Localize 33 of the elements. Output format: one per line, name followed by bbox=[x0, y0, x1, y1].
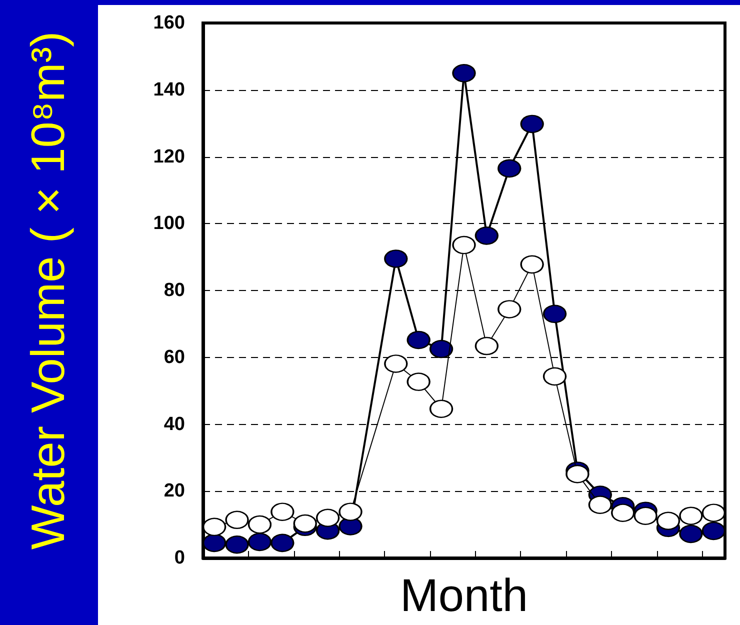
point bbox=[474, 226, 498, 245]
y-tick-label: 140 bbox=[153, 79, 185, 100]
y-axis-title: Water Volume ( × 10⁸m³) bbox=[21, 31, 74, 550]
point bbox=[611, 504, 635, 522]
y-tick-label: 20 bbox=[164, 480, 185, 502]
point bbox=[316, 508, 340, 528]
point bbox=[202, 534, 226, 552]
point bbox=[543, 304, 567, 324]
point bbox=[225, 535, 249, 554]
point bbox=[270, 534, 294, 552]
point bbox=[338, 502, 362, 522]
point bbox=[702, 522, 726, 540]
point bbox=[656, 512, 680, 530]
point bbox=[520, 114, 544, 134]
y-tick-label: 40 bbox=[164, 414, 185, 435]
y-tick-label: 0 bbox=[174, 548, 185, 568]
y-tick-label: 160 bbox=[153, 12, 185, 34]
point bbox=[293, 514, 317, 533]
point bbox=[430, 340, 454, 358]
y-tick-label: 120 bbox=[153, 146, 185, 168]
y-tick-label: 60 bbox=[164, 346, 185, 368]
y-tick-label: 100 bbox=[153, 213, 185, 234]
y-tick-label: 80 bbox=[164, 280, 185, 301]
point bbox=[406, 330, 430, 350]
point bbox=[588, 496, 612, 514]
point bbox=[634, 506, 658, 526]
point bbox=[384, 249, 408, 268]
point bbox=[566, 464, 590, 484]
x-axis-title: Month bbox=[400, 569, 528, 621]
point bbox=[498, 159, 522, 178]
point bbox=[248, 532, 272, 552]
point bbox=[452, 64, 476, 82]
point bbox=[679, 524, 703, 544]
